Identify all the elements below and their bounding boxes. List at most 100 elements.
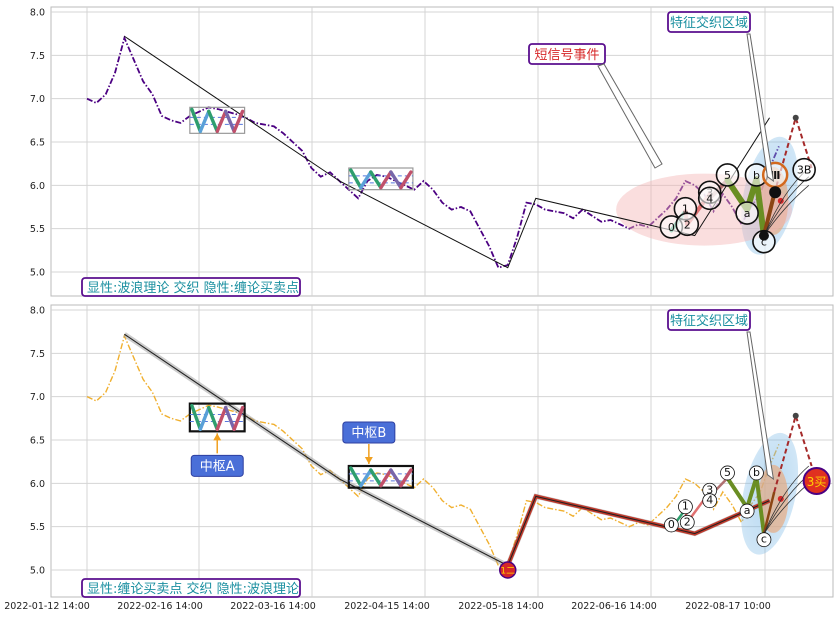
wave-label: a <box>744 504 751 517</box>
wave-up-arrow <box>762 491 776 534</box>
callout-signal-arrow <box>597 63 663 169</box>
wave-label: 0 <box>668 221 675 234</box>
callout-signal-text: 短信号事件 <box>534 48 599 63</box>
zhongshu-stroke <box>232 405 245 432</box>
wave-label: 0 <box>668 518 675 531</box>
x-tick-label: 2022-02-16 14:00 <box>117 601 203 612</box>
plot-frame <box>50 6 834 297</box>
y-tick-label: 6.5 <box>30 436 45 447</box>
y-tick-label: 5.5 <box>30 522 45 533</box>
zhongshu-stroke <box>369 468 383 488</box>
fan-line <box>763 185 810 236</box>
wave-label-circle <box>720 465 735 481</box>
wave-up-arrow <box>761 193 777 237</box>
zhongshu-a-tag <box>190 454 244 477</box>
zhongshu-a-label: 中枢A <box>200 459 235 474</box>
zhongshu-stroke <box>399 170 413 190</box>
wave-label: 1 <box>682 203 689 216</box>
zhongshu-stroke <box>389 170 403 190</box>
y-tick-label: 8.0 <box>30 306 45 317</box>
zhongshu-stroke <box>207 405 219 432</box>
label-pointer-head <box>364 457 373 464</box>
bottom-panel: 8.0 7.5 7.0 6.5 6.0 5.5 5.0 01 2 34 5 a b c 显性:缠论买卖点 交… <box>30 304 834 598</box>
x-tick-label: 2022-05-18 14:00 <box>458 601 544 612</box>
zhongshu-box <box>189 106 246 134</box>
wave-label-circle <box>749 465 764 481</box>
wave-label: 3 <box>706 483 713 496</box>
callout-zone-text: 特征交织区域 <box>670 313 748 329</box>
wave-label-circle <box>735 201 759 225</box>
zhongshu-stroke <box>198 405 211 432</box>
plot-frame <box>50 304 834 598</box>
wave-segment <box>745 475 759 510</box>
wave-label: 2 <box>684 515 691 528</box>
wave-segment <box>754 475 766 536</box>
callout-zone-box <box>667 11 751 33</box>
wave-label: Ⅲ <box>770 169 780 182</box>
zhongshu-stroke <box>190 403 203 432</box>
zhongshu-box <box>347 464 414 489</box>
y-tick-label: 7.5 <box>30 51 45 62</box>
buy-point-3 <box>802 467 831 495</box>
buy-point-3-label: 3买 <box>807 475 827 489</box>
zhongshu-box <box>348 167 414 191</box>
zhongshu-b-label: 中枢B <box>351 426 386 441</box>
wave-segment <box>725 476 750 510</box>
top-panel: 8.07.57.06.56.05.55.0012345abcⅢ3B显性:波浪理论… <box>30 6 834 297</box>
wave-label-circle <box>792 157 816 182</box>
zhongshu-box <box>188 402 246 433</box>
y-tick-label: 5.0 <box>30 268 45 279</box>
wave-label-circle <box>675 212 700 237</box>
x-tick-label: 2022-06-16 14:00 <box>571 601 657 612</box>
zhongshu-b-tag <box>342 421 396 444</box>
zhongshu-stroke <box>198 109 211 134</box>
wave-segment <box>753 176 767 239</box>
zhongshu-stroke <box>232 109 245 134</box>
trend-line <box>124 333 770 567</box>
callout-arrow <box>746 331 775 481</box>
wave-label-circle <box>702 493 718 509</box>
trend-line <box>124 35 770 269</box>
zhongshu-stroke <box>389 468 403 488</box>
zhongshu-stroke <box>379 170 393 190</box>
zhongshu-stroke <box>207 109 219 134</box>
zhongshu-stroke <box>369 170 383 190</box>
wave-label: 3B <box>797 164 812 177</box>
wave-label-circle <box>697 186 722 211</box>
wave-label: 4 <box>706 494 713 507</box>
zhongshu-stroke <box>359 468 373 488</box>
legend-text: 显性:缠论买卖点 交织 隐性:波浪理论 <box>87 581 299 597</box>
wave-label: b <box>753 169 760 182</box>
wave-label-circle <box>756 532 772 548</box>
zhongshu-stroke <box>223 109 236 134</box>
y-tick-label: 7.5 <box>30 349 45 360</box>
y-tick-label: 5.5 <box>30 224 45 235</box>
x-tick-label: 2022-01-12 14:00 <box>4 601 90 612</box>
buy-point-1-label: 1二 <box>500 567 515 577</box>
y-tick-label: 8.0 <box>30 8 45 19</box>
y-tick-label: 7.0 <box>30 94 45 105</box>
zhongshu-stroke <box>349 168 363 190</box>
callout-zone-text: 特征交织区域 <box>670 15 748 31</box>
y-tick-label: 6.5 <box>30 138 45 149</box>
wave-c-dot <box>758 230 769 241</box>
zhongshu-stroke <box>359 170 373 190</box>
zhongshu-stroke <box>190 107 203 134</box>
y-tick-label: 6.0 <box>30 181 45 192</box>
wave-label-circle <box>739 503 755 519</box>
x-tick-label: 2022-03-16 14:00 <box>230 601 316 612</box>
y-tick-label: 6.0 <box>30 479 45 490</box>
fan-line <box>763 465 810 534</box>
projection-peak <box>792 114 799 121</box>
wave-label-circle <box>663 517 679 533</box>
legend-text: 显性:波浪理论 交织 隐性:缠论买卖点 <box>87 280 299 296</box>
projection-dashed <box>773 412 813 493</box>
wave-label: 5 <box>724 466 731 479</box>
wave-label: 2 <box>684 218 691 231</box>
legend-box <box>81 277 301 297</box>
buy-point-1 <box>499 561 517 579</box>
x-axis: 2022-01-12 14:00 2022-02-16 14:00 2022-03-… <box>4 601 771 612</box>
wave-label: c <box>761 533 767 546</box>
projection-peak <box>792 412 799 419</box>
